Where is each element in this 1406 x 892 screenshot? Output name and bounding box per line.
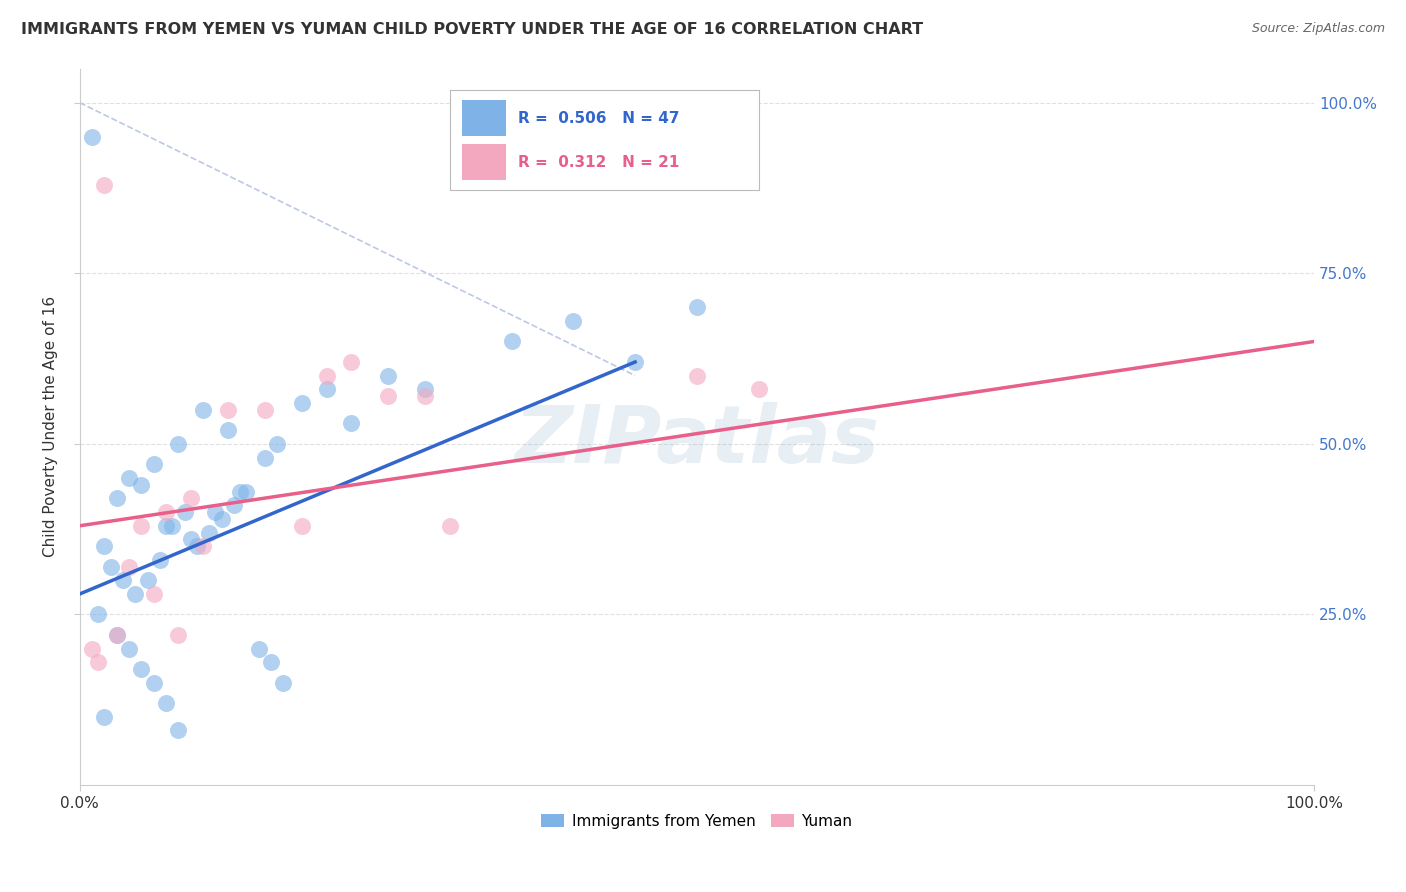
Point — [247, 641, 270, 656]
Point — [167, 628, 190, 642]
Point — [149, 553, 172, 567]
Point — [562, 314, 585, 328]
Point — [340, 417, 363, 431]
Point — [131, 518, 153, 533]
Point — [229, 484, 252, 499]
Point — [142, 458, 165, 472]
Point — [260, 655, 283, 669]
Point — [624, 355, 647, 369]
Point — [136, 574, 159, 588]
Point — [439, 518, 461, 533]
Point — [93, 710, 115, 724]
Point — [93, 178, 115, 192]
Point — [501, 334, 523, 349]
Point — [105, 628, 128, 642]
Point — [142, 587, 165, 601]
Point — [87, 655, 110, 669]
Point — [235, 484, 257, 499]
Text: IMMIGRANTS FROM YEMEN VS YUMAN CHILD POVERTY UNDER THE AGE OF 16 CORRELATION CHA: IMMIGRANTS FROM YEMEN VS YUMAN CHILD POV… — [21, 22, 924, 37]
Point — [100, 559, 122, 574]
Point — [180, 491, 202, 506]
Point — [155, 518, 177, 533]
Point — [273, 675, 295, 690]
Point — [291, 518, 314, 533]
Point — [87, 607, 110, 622]
Point — [142, 675, 165, 690]
Point — [167, 723, 190, 738]
Point — [191, 402, 214, 417]
Point — [748, 382, 770, 396]
Point — [93, 539, 115, 553]
Y-axis label: Child Poverty Under the Age of 16: Child Poverty Under the Age of 16 — [44, 296, 58, 558]
Point — [160, 518, 183, 533]
Point — [186, 539, 208, 553]
Point — [686, 301, 709, 315]
Point — [167, 437, 190, 451]
Point — [377, 368, 399, 383]
Point — [80, 641, 103, 656]
Point — [686, 368, 709, 383]
Point — [253, 450, 276, 465]
Point — [105, 491, 128, 506]
Point — [180, 533, 202, 547]
Point — [118, 641, 141, 656]
Point — [253, 402, 276, 417]
Point — [377, 389, 399, 403]
Point — [155, 696, 177, 710]
Point — [118, 559, 141, 574]
Point — [291, 396, 314, 410]
Point — [413, 389, 436, 403]
Point — [111, 574, 134, 588]
Point — [217, 423, 239, 437]
Text: ZIPatlas: ZIPatlas — [515, 402, 879, 480]
Point — [340, 355, 363, 369]
Point — [222, 498, 245, 512]
Point — [315, 382, 337, 396]
Point — [131, 662, 153, 676]
Point — [315, 368, 337, 383]
Point — [155, 505, 177, 519]
Point — [124, 587, 146, 601]
Point — [217, 402, 239, 417]
Legend: Immigrants from Yemen, Yuman: Immigrants from Yemen, Yuman — [536, 807, 859, 835]
Text: Source: ZipAtlas.com: Source: ZipAtlas.com — [1251, 22, 1385, 36]
Point — [118, 471, 141, 485]
Point — [413, 382, 436, 396]
Point — [266, 437, 288, 451]
Point — [191, 539, 214, 553]
Point — [211, 512, 233, 526]
Point — [131, 478, 153, 492]
Point — [204, 505, 226, 519]
Point — [80, 129, 103, 144]
Point — [105, 628, 128, 642]
Point — [173, 505, 195, 519]
Point — [198, 525, 221, 540]
